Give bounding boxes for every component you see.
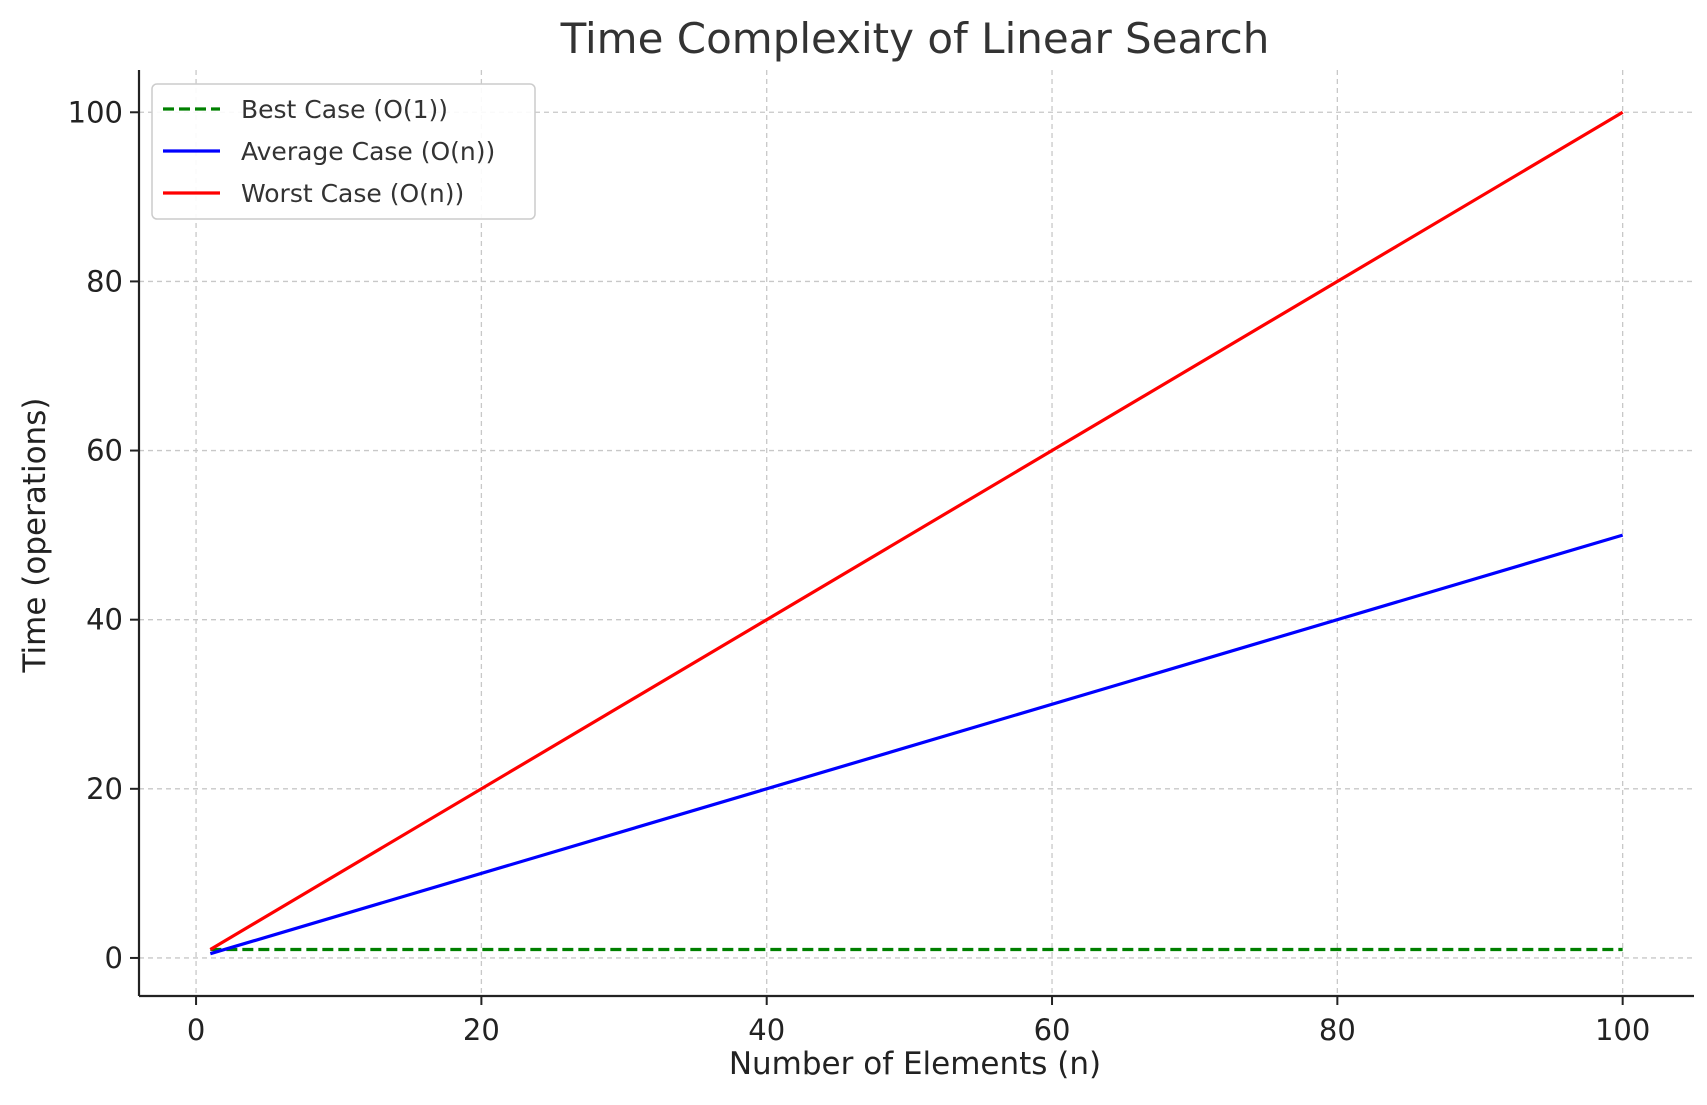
y-tick-label-4: 80 — [86, 264, 123, 298]
grid — [139, 70, 1694, 996]
x-axis-label: Number of Elements (n) — [729, 1046, 1101, 1082]
legend-label-0: Best Case (O(1)) — [241, 95, 448, 124]
y-axis-label: Time (operations) — [17, 398, 53, 674]
legend-label-1: Average Case (O(n)) — [241, 137, 495, 166]
series — [209, 110, 1624, 956]
x-tick-label-0: 0 — [187, 1013, 205, 1047]
series-line-1 — [209, 533, 1624, 956]
y-tick-label-5: 100 — [68, 95, 123, 129]
series-line-2 — [209, 110, 1624, 951]
legend-box — [151, 83, 536, 220]
tick-labels: 0 20 40 60 80 100 0 20 40 60 80 100 — [68, 95, 1651, 1047]
x-tick-label-1: 20 — [463, 1013, 500, 1047]
x-tick-label-2: 40 — [748, 1013, 785, 1047]
legend: Best Case (O(1)) Average Case (O(n)) Worst… — [151, 83, 536, 220]
axes — [137, 70, 1694, 998]
x-tick-label-3: 60 — [1034, 1013, 1071, 1047]
y-tick-label-2: 40 — [86, 603, 123, 637]
chart-title: Time Complexity of Linear Search — [560, 14, 1270, 63]
legend-label-2: Worst Case (O(n)) — [241, 179, 464, 208]
y-tick-label-1: 20 — [86, 772, 123, 806]
x-tick-label-4: 80 — [1319, 1013, 1356, 1047]
x-tick-label-5: 100 — [1595, 1013, 1650, 1047]
y-tick-label-3: 60 — [86, 434, 123, 468]
y-tick-label-0: 0 — [105, 941, 123, 975]
